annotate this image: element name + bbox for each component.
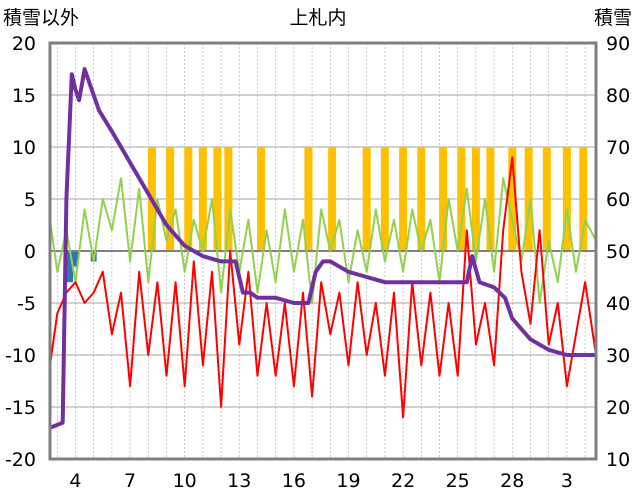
x-tick-labels: 4 7 10 13 16 19 22 25 28 3 bbox=[69, 470, 572, 492]
sunshine-bar bbox=[224, 147, 233, 251]
sunshine-bar bbox=[439, 147, 448, 251]
sunshine-bar bbox=[562, 147, 571, 251]
sunshine-bar bbox=[166, 147, 175, 251]
x-tick-label: 19 bbox=[336, 470, 360, 492]
right-tick-label: 30 bbox=[606, 345, 630, 367]
series-lines bbox=[49, 67, 597, 430]
right-tick-labels: 90 80 70 60 50 40 30 20 10 bbox=[606, 33, 630, 471]
sunshine-bar bbox=[486, 147, 495, 251]
right-tick-label: 90 bbox=[606, 33, 630, 55]
left-tick-label: 0 bbox=[24, 241, 36, 263]
plot-frame bbox=[48, 41, 598, 461]
x-tick-label: 10 bbox=[173, 470, 197, 492]
right-tick-label: 40 bbox=[606, 293, 630, 315]
right-axis-title: 積雪 bbox=[594, 7, 632, 29]
left-tick-label: 20 bbox=[12, 33, 36, 55]
right-tick-label: 60 bbox=[606, 189, 630, 211]
other-line bbox=[49, 177, 597, 304]
right-tick-label: 80 bbox=[606, 85, 630, 107]
precip-bar bbox=[67, 251, 74, 283]
snow_depth-line bbox=[49, 67, 596, 430]
left-tick-label: -20 bbox=[5, 449, 36, 471]
x-tick-label: 4 bbox=[69, 470, 81, 492]
x-tick-label: 28 bbox=[500, 470, 524, 492]
sunshine-bar bbox=[524, 147, 533, 251]
sunshine-bar bbox=[362, 147, 371, 251]
left-tick-labels: 20 15 10 5 0 -5 -10 -15 -20 bbox=[5, 33, 36, 471]
sunshine-bar bbox=[471, 147, 480, 251]
x-tick-label: 13 bbox=[227, 470, 251, 492]
x-tick-label: 3 bbox=[561, 470, 573, 492]
sunshine-bar bbox=[508, 147, 517, 251]
precip-bar bbox=[72, 251, 79, 267]
right-tick-label: 70 bbox=[606, 137, 630, 159]
left-tick-label: -5 bbox=[17, 293, 36, 315]
sunshine-bar bbox=[457, 147, 466, 251]
sunshine-bar bbox=[399, 147, 408, 251]
left-tick-label: -10 bbox=[5, 345, 36, 367]
sunshine-bar bbox=[213, 147, 222, 251]
sunshine-bar bbox=[184, 147, 193, 251]
temperature-line bbox=[49, 156, 597, 419]
plot-border bbox=[48, 41, 598, 461]
sunshine-bar bbox=[579, 147, 588, 251]
sunshine-bar bbox=[198, 147, 207, 251]
sunshine-bar bbox=[542, 147, 551, 251]
left-tick-label: 15 bbox=[12, 85, 36, 107]
x-tick-label: 25 bbox=[446, 470, 470, 492]
sunshine-bar bbox=[328, 147, 337, 251]
right-tick-label: 10 bbox=[606, 449, 630, 471]
right-tick-label: 50 bbox=[606, 241, 630, 263]
left-tick-label: 10 bbox=[12, 137, 36, 159]
chart-title: 上札内 bbox=[289, 7, 346, 29]
left-axis-title: 積雪以外 bbox=[3, 7, 79, 29]
sunshine-bar bbox=[257, 147, 266, 251]
x-tick-label: 7 bbox=[124, 470, 136, 492]
x-tick-label: 16 bbox=[282, 470, 306, 492]
left-tick-label: -15 bbox=[5, 397, 36, 419]
sunshine-bar bbox=[380, 147, 389, 251]
sunshine-bar bbox=[304, 147, 313, 251]
right-tick-label: 20 bbox=[606, 397, 630, 419]
sunshine-bar bbox=[417, 147, 426, 251]
left-tick-label: 5 bbox=[24, 189, 36, 211]
x-tick-label: 22 bbox=[391, 470, 415, 492]
